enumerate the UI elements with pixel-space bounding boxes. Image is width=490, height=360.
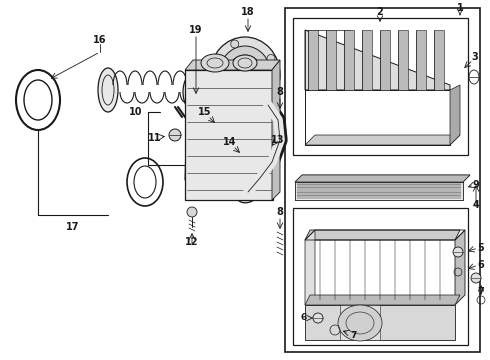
Ellipse shape xyxy=(233,55,257,71)
Ellipse shape xyxy=(215,87,223,95)
Polygon shape xyxy=(295,175,470,182)
Text: 15: 15 xyxy=(198,107,212,117)
Polygon shape xyxy=(455,230,465,305)
Text: 13: 13 xyxy=(271,135,285,145)
Text: 6: 6 xyxy=(478,260,485,270)
Text: 18: 18 xyxy=(241,7,255,17)
Text: 5: 5 xyxy=(478,243,485,253)
Ellipse shape xyxy=(210,37,280,113)
Polygon shape xyxy=(308,30,318,90)
Ellipse shape xyxy=(231,40,239,48)
Ellipse shape xyxy=(313,313,323,323)
Ellipse shape xyxy=(187,207,197,217)
Polygon shape xyxy=(295,175,470,182)
Text: 7: 7 xyxy=(478,287,485,297)
Text: 7: 7 xyxy=(351,330,357,339)
Ellipse shape xyxy=(169,129,181,141)
Polygon shape xyxy=(305,135,460,145)
Ellipse shape xyxy=(338,305,382,341)
Text: 1: 1 xyxy=(457,3,464,13)
Bar xyxy=(295,182,463,200)
Ellipse shape xyxy=(251,102,259,110)
Polygon shape xyxy=(305,230,315,305)
Bar xyxy=(293,208,468,345)
Ellipse shape xyxy=(98,68,118,112)
Polygon shape xyxy=(450,85,460,145)
Text: 8: 8 xyxy=(276,207,283,217)
Ellipse shape xyxy=(201,54,229,72)
Bar xyxy=(285,8,480,352)
Ellipse shape xyxy=(183,72,207,112)
Ellipse shape xyxy=(267,54,275,63)
Text: 9: 9 xyxy=(473,180,479,190)
Polygon shape xyxy=(208,82,222,98)
Polygon shape xyxy=(185,60,280,70)
Polygon shape xyxy=(416,30,426,90)
Text: 3: 3 xyxy=(472,52,478,62)
Ellipse shape xyxy=(453,247,463,257)
Polygon shape xyxy=(340,305,380,340)
Polygon shape xyxy=(305,305,455,340)
Polygon shape xyxy=(380,30,390,90)
Text: 6: 6 xyxy=(301,314,307,323)
Polygon shape xyxy=(272,60,280,200)
Polygon shape xyxy=(305,295,460,305)
Polygon shape xyxy=(362,30,372,90)
Text: 19: 19 xyxy=(189,25,203,35)
Text: 14: 14 xyxy=(223,137,237,147)
Ellipse shape xyxy=(471,273,481,283)
Text: 2: 2 xyxy=(377,7,383,17)
Ellipse shape xyxy=(219,46,271,104)
Polygon shape xyxy=(326,30,336,90)
Text: 10: 10 xyxy=(129,107,143,117)
Polygon shape xyxy=(344,30,354,90)
Text: 11: 11 xyxy=(148,133,162,143)
Polygon shape xyxy=(305,230,460,240)
Polygon shape xyxy=(305,30,450,90)
Ellipse shape xyxy=(236,181,260,203)
Polygon shape xyxy=(295,182,463,200)
Text: 8: 8 xyxy=(276,87,283,97)
Polygon shape xyxy=(434,30,444,90)
Polygon shape xyxy=(185,70,272,180)
Bar xyxy=(293,18,468,155)
Text: 12: 12 xyxy=(185,237,199,247)
Polygon shape xyxy=(398,30,408,90)
Ellipse shape xyxy=(227,55,263,95)
Text: 4: 4 xyxy=(473,200,479,210)
Text: 16: 16 xyxy=(93,35,107,45)
Bar xyxy=(185,70,273,200)
Text: 17: 17 xyxy=(66,222,80,232)
